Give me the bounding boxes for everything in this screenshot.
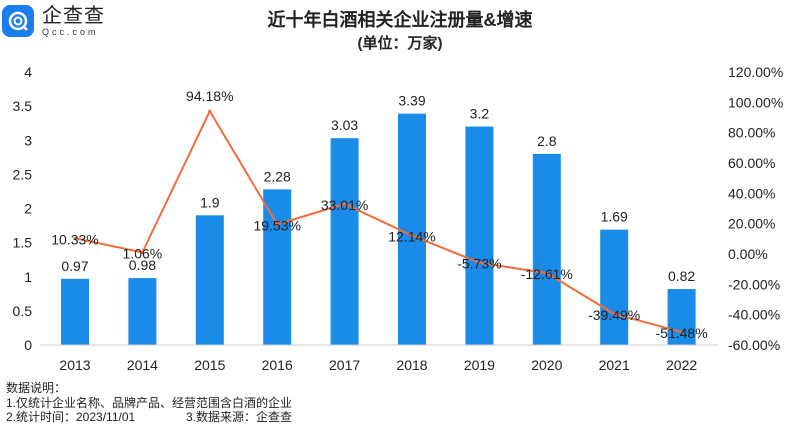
growth-data-label: 1.06% [123, 245, 163, 261]
growth-data-label: -39.49% [588, 307, 640, 323]
growth-data-label: -5.73% [457, 256, 501, 272]
growth-data-label: -12.61% [521, 266, 573, 282]
growth-point [410, 234, 414, 238]
right-tick-label: -20.00% [728, 276, 780, 292]
left-tick-label: 2 [24, 201, 32, 217]
bar [61, 278, 89, 345]
bar [465, 126, 494, 345]
notes-heading: 数据说明： [6, 381, 67, 395]
right-tick-label: 120.00% [728, 64, 783, 80]
right-tick-label: 40.00% [728, 185, 775, 201]
growth-point [140, 250, 144, 254]
logo-icon [2, 5, 34, 37]
x-tick-label: 2020 [531, 357, 562, 373]
bar [398, 113, 426, 345]
x-tick-label: 2016 [262, 357, 293, 373]
right-tick-label: 20.00% [728, 216, 775, 232]
left-tick-label: 3.5 [13, 98, 33, 114]
growth-point [545, 271, 549, 275]
chart-title: 近十年白酒相关企业注册量&增速 [267, 10, 533, 30]
bar [128, 278, 157, 345]
bar-data-label: 3.03 [331, 117, 358, 133]
bar-data-label: 2.28 [264, 168, 291, 184]
logo-name: 企查查 [42, 4, 105, 27]
right-tick-label: 0.00% [728, 246, 768, 262]
notes: 数据说明： 1.仅统计企业名称、品牌产品、经营范围含白酒的企业 2.统计时间：2… [6, 381, 292, 425]
logo: 企查查 Qcc.com [2, 5, 105, 37]
bar [195, 215, 224, 345]
bar [667, 289, 696, 345]
left-tick-label: 0.5 [13, 303, 33, 319]
growth-point [208, 109, 212, 113]
x-tick-label: 2018 [396, 357, 427, 373]
growth-data-label: 19.53% [253, 217, 300, 233]
left-tick-label: 1 [24, 269, 32, 285]
x-tick-label: 2019 [464, 357, 495, 373]
left-tick-label: 0 [24, 337, 32, 353]
right-tick-label: 60.00% [728, 155, 775, 171]
growth-line [74, 109, 682, 334]
right-tick-label: 80.00% [728, 125, 775, 141]
right-tick-label: -60.00% [728, 337, 780, 353]
notes-line2b: 3.数据来源：企查查 [186, 410, 293, 424]
growth-point [680, 330, 684, 334]
growth-point [612, 312, 616, 316]
bar-data-label: 0.98 [129, 257, 156, 273]
left-tick-label: 1.5 [13, 235, 33, 251]
growth-point [343, 202, 347, 206]
growth-data-label: 10.33% [51, 231, 98, 247]
chart-subtitle: (单位：万家) [357, 35, 443, 52]
growth-data-label: 12.14% [388, 229, 435, 245]
bar [263, 189, 292, 345]
growth-data-label: 33.01% [321, 197, 368, 213]
growth-data-label: -51.48% [656, 325, 708, 341]
bar-data-label: 1.9 [200, 194, 220, 210]
bar-data-label: 2.8 [537, 133, 557, 149]
x-tick-label: 2021 [599, 357, 630, 373]
x-tick-label: 2014 [127, 357, 158, 373]
x-tick-label: 2013 [59, 357, 90, 373]
logo-domain: Qcc.com [42, 26, 99, 37]
bar-data-label: 1.69 [601, 209, 628, 225]
left-tick-label: 4 [24, 64, 32, 80]
growth-data-label: 94.18% [186, 88, 233, 104]
bar [330, 138, 359, 345]
notes-line1: 1.仅统计企业名称、品牌产品、经营范围含白酒的企业 [6, 395, 293, 410]
growth-point [275, 222, 279, 226]
bar-data-label: 0.82 [668, 268, 695, 284]
notes-line2a: 2.统计时间：2023/11/01 [6, 410, 136, 424]
bar [600, 229, 629, 345]
x-tick-label: 2015 [194, 357, 225, 373]
bar-data-label: 0.97 [61, 258, 88, 274]
right-tick-label: 100.00% [728, 94, 783, 110]
left-tick-label: 3 [24, 132, 32, 148]
growth-point [73, 236, 77, 240]
bar-data-label: 3.2 [470, 106, 490, 122]
right-tick-label: -40.00% [728, 307, 780, 323]
growth-point [477, 261, 481, 265]
left-tick-label: 2.5 [13, 166, 33, 182]
bar [532, 153, 561, 345]
bar-data-label: 3.39 [398, 93, 425, 109]
x-tick-label: 2022 [666, 357, 697, 373]
x-tick-label: 2017 [329, 357, 360, 373]
